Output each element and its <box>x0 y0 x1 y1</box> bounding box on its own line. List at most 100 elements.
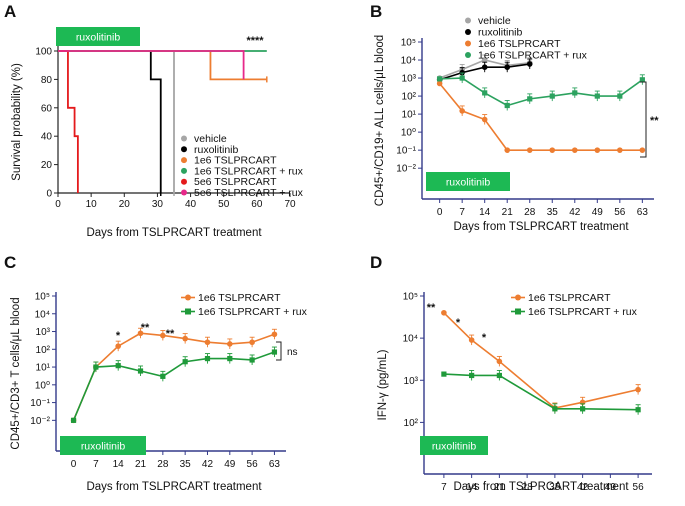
legend-label: vehicle <box>194 133 227 145</box>
ruxolitinib-label: ruxolitinib <box>446 177 491 189</box>
x-tick-label: 0 <box>71 459 77 470</box>
series-5e6-tslprcart-rux <box>58 50 245 80</box>
significance-stars: ** <box>141 322 150 334</box>
data-point <box>226 341 233 347</box>
y-tick-label: 10¹ <box>36 363 51 374</box>
data-point <box>481 116 488 123</box>
series-1e6-tslprcart <box>436 80 646 153</box>
series-1e6-tslprcart <box>58 50 268 83</box>
data-point <box>549 93 555 99</box>
y-tick-label: 10⁴ <box>403 334 418 345</box>
legend-marker <box>181 178 187 185</box>
series-line <box>439 82 643 151</box>
x-tick-label: 63 <box>269 459 281 470</box>
significance-bracket <box>640 81 647 158</box>
data-point <box>115 343 122 349</box>
series-1e6-tslprcart-rux <box>70 346 278 423</box>
x-axis-title: Days from TSLPRCART treatment <box>86 227 262 239</box>
data-point <box>204 339 211 346</box>
x-tick-label: 60 <box>251 199 263 210</box>
panel-letter: D <box>370 253 382 272</box>
y-axis-title: IFN-γ (pg/mL) <box>377 349 389 420</box>
significance-ns: ns <box>287 347 298 358</box>
data-point <box>227 355 233 362</box>
data-point <box>496 358 503 365</box>
y-tick-label: 10² <box>36 345 51 356</box>
data-point <box>496 372 502 379</box>
y-tick-label: 10⁵ <box>35 292 50 303</box>
legend-marker <box>465 40 471 47</box>
legend-marker <box>181 167 187 174</box>
ruxolitinib-label: ruxolitinib <box>432 441 477 453</box>
data-point <box>436 80 443 87</box>
x-tick-label: 35 <box>547 207 559 218</box>
x-tick-label: 7 <box>93 459 99 470</box>
x-tick-label: 40 <box>185 199 197 210</box>
x-tick-label: 50 <box>218 199 230 210</box>
data-point <box>526 147 533 153</box>
y-tick-label: 10⁰ <box>35 380 50 391</box>
legend-marker <box>181 157 187 164</box>
significance-bracket <box>276 341 282 361</box>
series-line <box>58 50 245 80</box>
legend-label: 1e6 TSLPRCART + rux <box>194 165 304 177</box>
series-ruxolitinib <box>58 50 162 196</box>
data-point <box>617 147 623 153</box>
series-1e6-tslprcart <box>441 309 641 413</box>
data-point <box>552 406 558 412</box>
data-point <box>617 93 623 99</box>
series-line <box>58 50 267 81</box>
data-point <box>504 102 510 109</box>
legend-label: 5e6 TSLPRCART + rux <box>194 187 304 199</box>
legend-marker <box>515 308 521 315</box>
data-point <box>504 64 511 70</box>
legend-marker <box>465 29 471 35</box>
series-line <box>72 351 275 421</box>
legend-marker <box>515 294 521 301</box>
legend-marker <box>185 308 191 315</box>
x-tick-label: 56 <box>247 459 259 470</box>
series-line <box>58 50 79 193</box>
x-tick-label: 21 <box>494 482 506 493</box>
ruxolitinib-bar <box>60 436 146 455</box>
legend-label: 1e6 TSLPRCART <box>528 292 611 304</box>
panel-c: C 10⁻² 10⁻¹ 10⁰ 10¹ 10² 10³ 10⁴ 10⁵ 0 7 14 21 28 35 42 4… <box>4 253 308 493</box>
y-tick-label: 0 <box>46 189 52 200</box>
y-tick-label: 10⁻² <box>396 164 416 175</box>
legend-label: 5e6 TSLPRCART <box>194 176 277 188</box>
y-tick-label: 60 <box>41 103 53 114</box>
x-tick-label: 7 <box>459 207 465 218</box>
series-5e6-tslprcart <box>58 50 79 193</box>
series-line <box>58 50 162 193</box>
data-point <box>639 147 646 153</box>
y-tick-label: 10¹ <box>402 110 417 121</box>
series-line <box>72 332 275 421</box>
x-tick-label: 14 <box>113 459 125 470</box>
legend-label: 1e6 TSLPRCART <box>198 292 281 304</box>
significance-stars: ** <box>166 328 175 340</box>
data-point <box>527 96 533 102</box>
y-tick-label: 100 <box>35 47 52 58</box>
data-point <box>160 332 166 339</box>
significance-stars: * <box>116 330 121 342</box>
ruxolitinib-label: ruxolitinib <box>76 32 121 44</box>
data-point <box>572 90 578 96</box>
legend-label: 1e6 TSLPRCART + rux <box>198 306 308 318</box>
y-tick-label: 10⁴ <box>35 309 50 320</box>
ruxolitinib-bar <box>426 172 510 191</box>
legend-label: vehicle <box>478 15 511 27</box>
data-point <box>580 406 586 412</box>
legend-label: 1e6 TSLPRCART <box>194 155 277 167</box>
series-line <box>443 373 639 411</box>
x-tick-label: 28 <box>524 207 536 218</box>
series-line <box>443 312 639 409</box>
legend-label: 1e6 TSLPRCART <box>478 38 561 50</box>
data-point <box>441 371 447 377</box>
data-point <box>469 372 475 379</box>
x-tick-label: 0 <box>55 199 61 210</box>
data-point <box>549 147 556 153</box>
data-point <box>249 357 255 363</box>
data-point <box>459 108 465 114</box>
ruxolitinib-label: ruxolitinib <box>81 441 126 453</box>
